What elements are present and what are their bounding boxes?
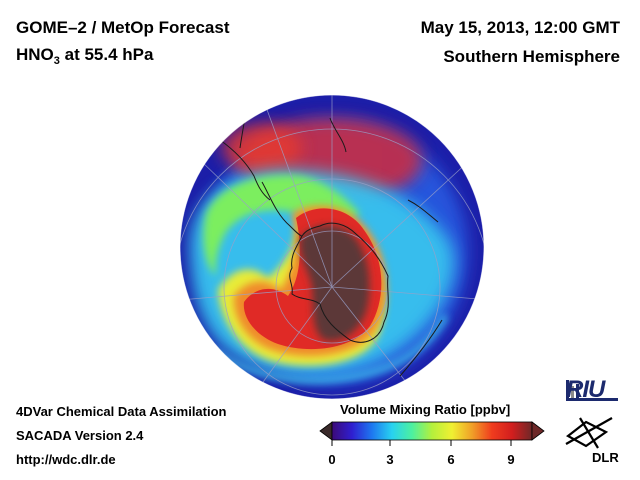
meridian-line: [331, 159, 471, 288]
coastlines: [219, 111, 443, 377]
field-green-arc: [203, 175, 360, 276]
meridian-line: [249, 286, 333, 399]
antarctic-peninsula-coastline: [261, 181, 303, 237]
dlr-logo: [565, 417, 613, 449]
hemisphere-label: Southern Hemisphere: [443, 47, 620, 66]
colorbar-label: Volume Mixing Ratio [ppbv]: [340, 402, 511, 417]
species-subscript: 3: [53, 55, 60, 67]
map-subtitle-species: HNO3 at 55.4 hPa: [16, 45, 154, 67]
footer-url: http://wdc.dlr.de: [16, 452, 116, 467]
footer-version: SACADA Version 2.4: [16, 428, 144, 443]
meridian-line: [331, 286, 484, 301]
meridian-line: [180, 286, 333, 301]
colorbar-min-arrow: [319, 421, 333, 441]
globe-edge: [179, 94, 485, 400]
dlr-logo-diamond: [566, 420, 609, 448]
south-america-coastline: [219, 139, 271, 201]
antarctica-coastline: [289, 222, 389, 343]
colorbar: [319, 421, 545, 446]
meridian-line: [199, 159, 333, 288]
vortex-core: [299, 225, 370, 341]
species-name: HNO: [16, 45, 54, 64]
colorbar-max-arrow: [531, 421, 545, 441]
dlr-logo-stroke: [579, 417, 599, 449]
field-outer-cyan-arc: [212, 314, 449, 384]
colorbar-tick-label: 0: [328, 452, 336, 467]
colorbar-tick-label: 3: [386, 452, 394, 467]
footer-method: 4DVar Chemical Data Assimilation: [16, 404, 227, 419]
dlr-logo-text: DLR: [592, 450, 619, 465]
globe: [180, 95, 484, 399]
forecast-date: May 15, 2013, 12:00 GMT: [420, 18, 620, 37]
map-title: GOME–2 / MetOp Forecast: [16, 18, 230, 37]
australia-west-coastline: [407, 199, 439, 223]
pressure-level: at 55.4 hPa: [59, 45, 154, 64]
africa-southern-coastline: [329, 117, 347, 153]
meridian-line: [261, 95, 333, 288]
riu-logo-mark: [566, 380, 618, 401]
colorbar-tick-label: 9: [507, 452, 515, 467]
colorbar-bar: [331, 421, 533, 441]
riu-logo-text: RIU: [566, 376, 605, 403]
colorbar-tick-label: 6: [447, 452, 455, 467]
new-zealand-coastline: [399, 319, 443, 377]
graticule: [180, 95, 484, 399]
